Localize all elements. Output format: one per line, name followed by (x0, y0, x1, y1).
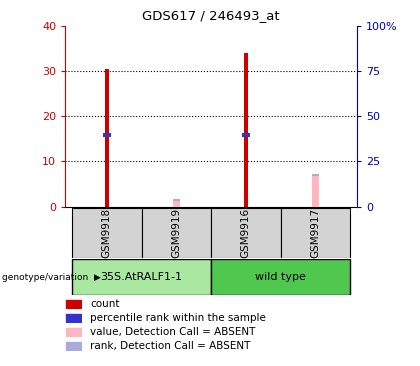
Title: GDS617 / 246493_at: GDS617 / 246493_at (142, 9, 280, 22)
Bar (66, 342, 81, 350)
Text: wild type: wild type (255, 272, 306, 282)
Text: 35S.AtRALF1-1: 35S.AtRALF1-1 (100, 272, 183, 282)
Bar (66, 300, 81, 308)
Bar (173, 199, 180, 201)
Text: GSM9918: GSM9918 (102, 208, 112, 258)
Text: genotype/variation  ▶: genotype/variation ▶ (2, 273, 101, 281)
Bar (281, 208, 350, 258)
Text: value, Detection Call = ABSENT: value, Detection Call = ABSENT (90, 327, 256, 337)
Bar (72, 208, 142, 258)
Text: percentile rank within the sample: percentile rank within the sample (90, 313, 266, 323)
Bar (66, 328, 81, 336)
Text: GSM9919: GSM9919 (171, 208, 181, 258)
Text: GSM9917: GSM9917 (310, 208, 320, 258)
Bar (211, 259, 350, 295)
Bar (105, 69, 109, 207)
Text: rank, Detection Call = ABSENT: rank, Detection Call = ABSENT (90, 341, 251, 351)
Bar (66, 314, 81, 322)
Bar (142, 208, 211, 258)
Bar (244, 53, 248, 207)
Text: count: count (90, 299, 120, 309)
Bar (173, 201, 180, 207)
Bar (211, 208, 281, 258)
Bar (242, 134, 249, 137)
Text: GSM9916: GSM9916 (241, 208, 251, 258)
Bar (103, 134, 110, 137)
Bar (72, 259, 211, 295)
Bar (312, 174, 319, 176)
Bar (312, 176, 319, 207)
